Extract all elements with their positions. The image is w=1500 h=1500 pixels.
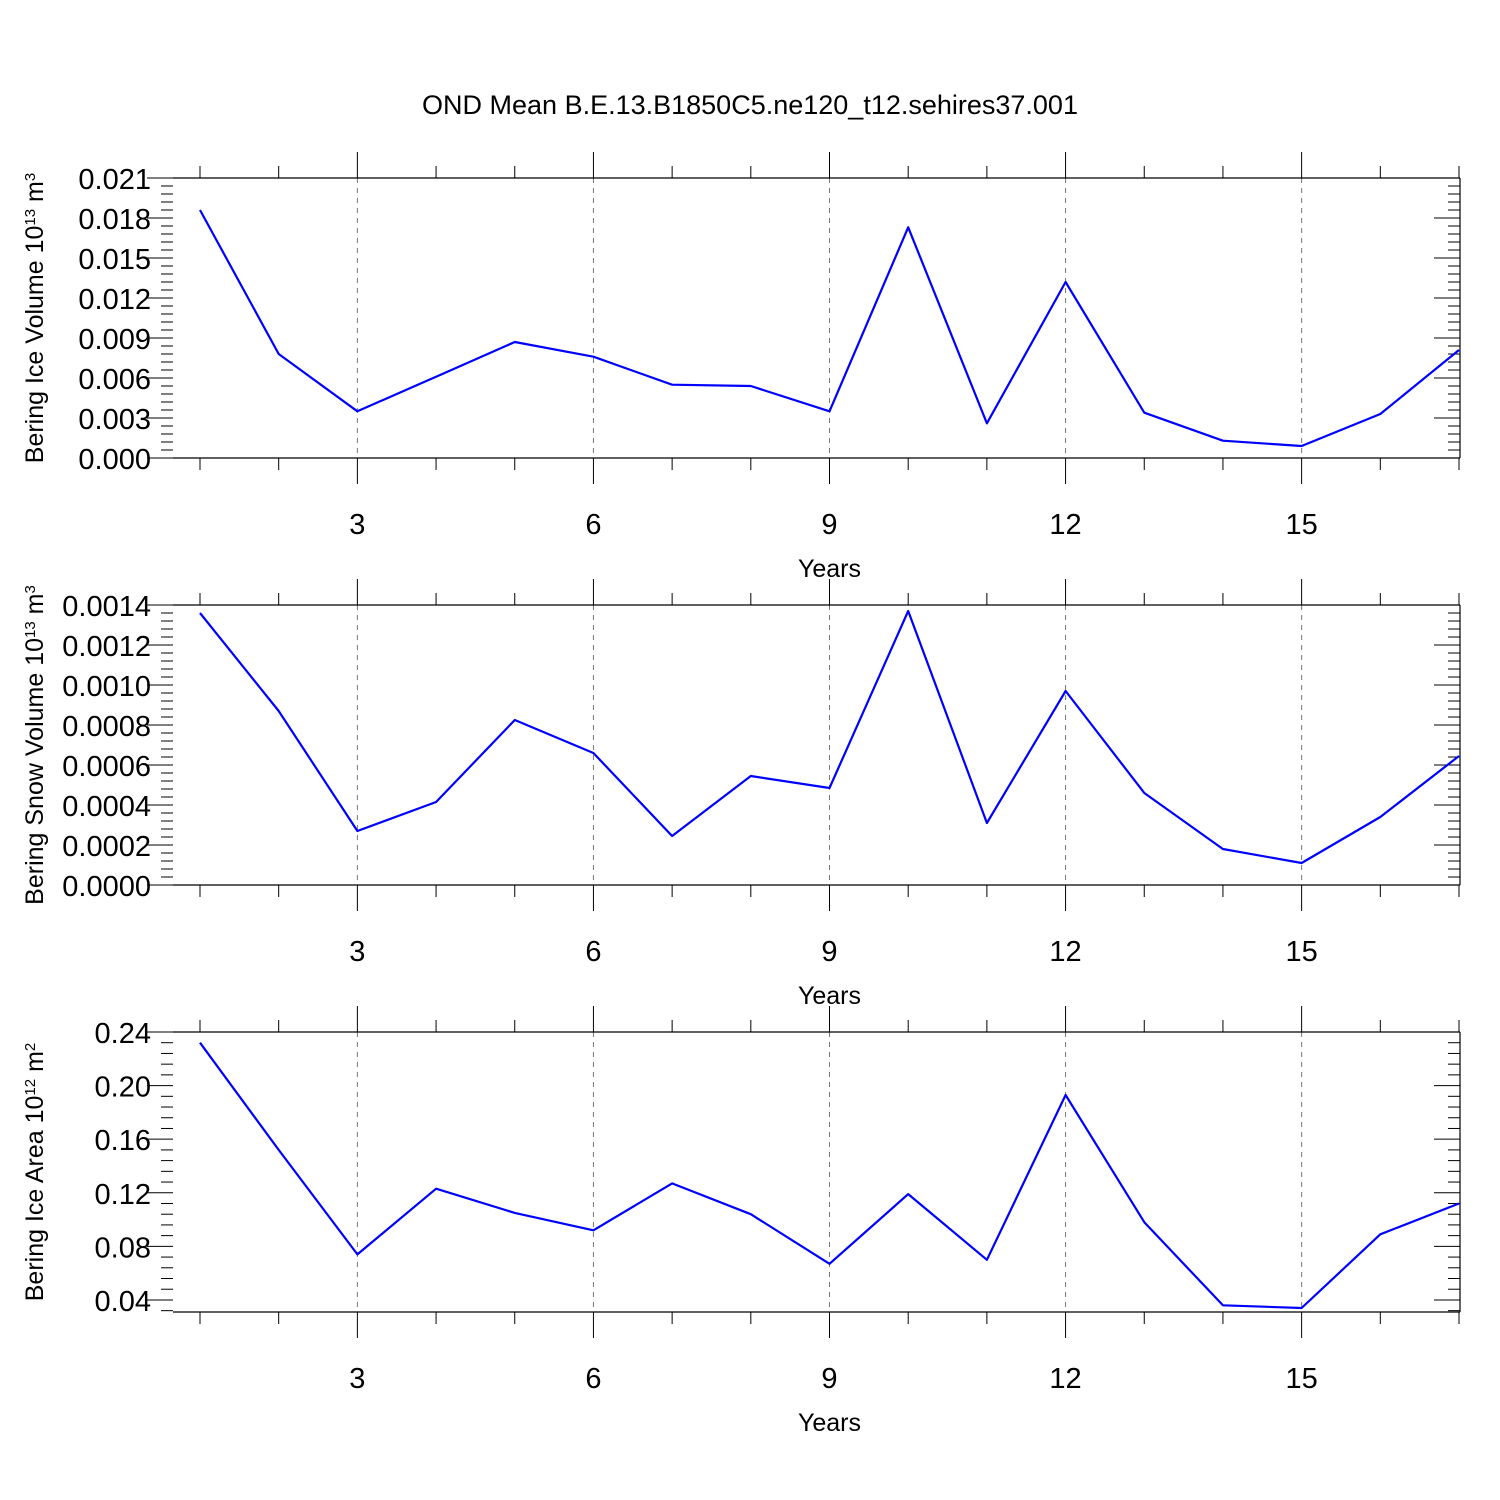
x-tick-label: 15 <box>1285 509 1317 541</box>
x-tick-label: 12 <box>1049 509 1081 541</box>
y-tick-label: 0.0014 <box>62 591 151 623</box>
x-axis-label: Years <box>798 1409 861 1437</box>
y-tick-label: 0.24 <box>95 1018 151 1050</box>
y-tick-label: 0.021 <box>78 164 151 196</box>
y-tick-label: 0.08 <box>95 1232 151 1264</box>
y-tick-label: 0.20 <box>95 1072 151 1104</box>
x-tick-label: 3 <box>349 936 365 968</box>
y-tick-label: 0.018 <box>78 204 151 236</box>
y-tick-label: 0.015 <box>78 244 151 276</box>
y-tick-label: 0.0002 <box>62 831 151 863</box>
y-tick-label: 0.0006 <box>62 751 151 783</box>
y-tick-label: 0.000 <box>78 444 151 476</box>
x-tick-label: 3 <box>349 1363 365 1395</box>
y-tick-label: 0.0000 <box>62 871 151 903</box>
x-tick-label: 15 <box>1285 1363 1317 1395</box>
x-tick-label: 6 <box>585 936 601 968</box>
x-tick-label: 12 <box>1049 936 1081 968</box>
y-tick-label: 0.012 <box>78 284 151 316</box>
y-tick-label: 0.16 <box>95 1125 151 1157</box>
chart-title: OND Mean B.E.13.B1850C5.ne120_t12.sehire… <box>422 90 1078 120</box>
y-axis-label: Bering Ice Volume 1013 m3 <box>21 173 49 463</box>
x-tick-label: 9 <box>821 509 837 541</box>
y-tick-label: 0.12 <box>95 1179 151 1211</box>
panel-1: 0.000 0.003 0.006 0.009 0.012 0.015 0.018 0.021… <box>21 152 1461 583</box>
x-tick-label: 6 <box>585 1363 601 1395</box>
x-tick-label: 9 <box>821 936 837 968</box>
y-tick-label: 0.003 <box>78 404 151 436</box>
x-tick-label: 6 <box>585 509 601 541</box>
panel-3: 0.04 0.08 0.12 0.16 0.20 0.24 3 6 9 12 15 Years Beri… <box>21 1006 1461 1437</box>
x-tick-label: 3 <box>349 509 365 541</box>
y-tick-label: 0.04 <box>95 1286 151 1318</box>
x-axis-label: Years <box>798 555 861 583</box>
x-axis-label: Years <box>798 982 861 1010</box>
y-axis-label: Bering Snow Volume 1013 m3 <box>21 585 49 905</box>
x-tick-label: 12 <box>1049 1363 1081 1395</box>
y-tick-label: 0.009 <box>78 324 151 356</box>
panel-2: 0.0000 0.0002 0.0004 0.0006 0.0008 0.0010 0.00… <box>21 579 1461 1010</box>
y-tick-label: 0.0012 <box>62 631 151 663</box>
y-tick-label: 0.0004 <box>62 791 151 823</box>
y-tick-label: 0.006 <box>78 364 151 396</box>
panels: 0.000 0.003 0.006 0.009 0.012 0.015 0.018 0.021… <box>21 152 1461 1437</box>
y-tick-label: 0.0008 <box>62 711 151 743</box>
y-axis-label: Bering Ice Area 1012 m2 <box>21 1043 49 1302</box>
x-tick-label: 15 <box>1285 936 1317 968</box>
x-tick-label: 9 <box>821 1363 837 1395</box>
y-tick-label: 0.0010 <box>62 671 151 703</box>
